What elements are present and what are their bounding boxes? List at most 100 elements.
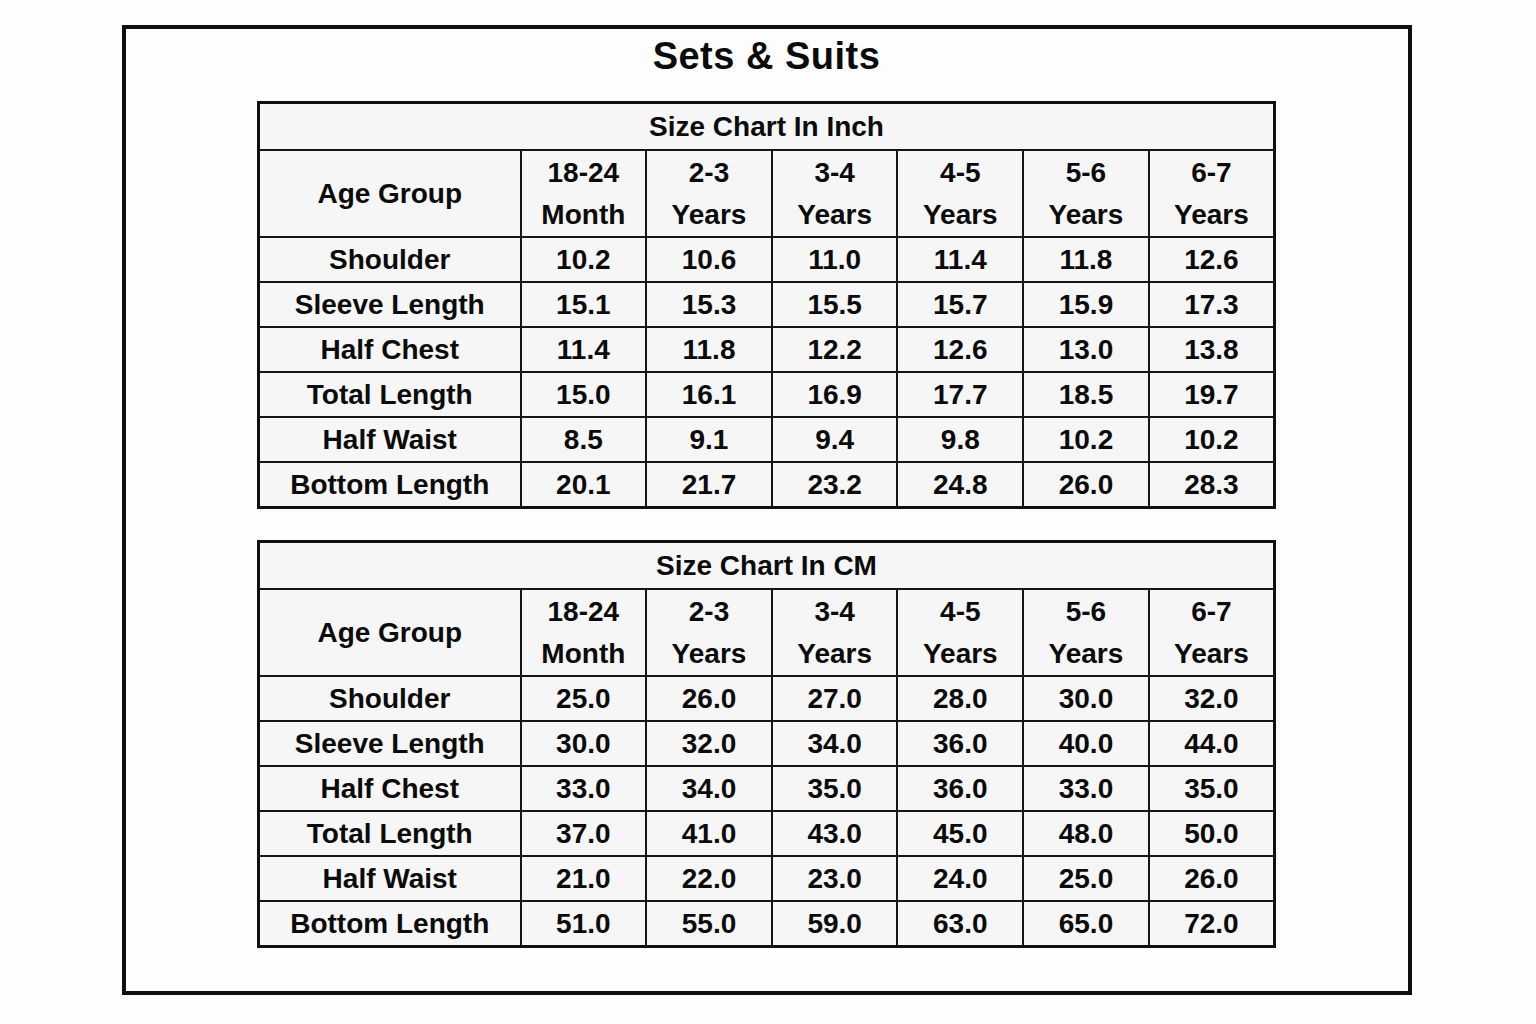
table-row: Half Waist21.022.023.024.025.026.0 [259,856,1275,901]
column-header: 5-6 Years [1023,150,1149,237]
column-header: 3-4 Years [772,150,898,237]
value-cell: 36.0 [897,766,1023,811]
value-cell: 11.8 [646,327,772,372]
age-group-header: Age Group [259,589,521,676]
value-cell: 9.1 [646,417,772,462]
value-cell: 65.0 [1023,901,1149,947]
value-cell: 23.0 [772,856,898,901]
value-cell: 32.0 [1149,676,1275,721]
value-cell: 26.0 [646,676,772,721]
table-title-row: Size Chart In Inch [259,103,1275,151]
value-cell: 48.0 [1023,811,1149,856]
value-cell: 33.0 [1023,766,1149,811]
page-title: Sets & Suits [257,35,1276,78]
column-header-row: Age Group18-24 Month2-3 Years3-4 Years4-… [259,589,1275,676]
size-chart-page: Sets & Suits Size Chart In InchAge Group… [0,0,1536,1024]
value-cell: 10.2 [1023,417,1149,462]
row-label: Shoulder [259,676,521,721]
row-label: Total Length [259,811,521,856]
age-group-header: Age Group [259,150,521,237]
value-cell: 13.8 [1149,327,1275,372]
value-cell: 51.0 [521,901,647,947]
value-cell: 21.0 [521,856,647,901]
row-label: Half Waist [259,856,521,901]
value-cell: 10.2 [1149,417,1275,462]
size-chart-inch-table: Size Chart In InchAge Group18-24 Month2-… [257,101,1276,509]
row-label: Bottom Length [259,901,521,947]
size-chart-cm-table: Size Chart In CMAge Group18-24 Month2-3 … [257,540,1276,948]
table-row: Half Waist8.59.19.49.810.210.2 [259,417,1275,462]
value-cell: 17.7 [897,372,1023,417]
value-cell: 16.9 [772,372,898,417]
value-cell: 12.2 [772,327,898,372]
value-cell: 15.3 [646,282,772,327]
value-cell: 11.0 [772,237,898,282]
value-cell: 35.0 [772,766,898,811]
value-cell: 22.0 [646,856,772,901]
value-cell: 25.0 [521,676,647,721]
table-row: Total Length37.041.043.045.048.050.0 [259,811,1275,856]
value-cell: 9.4 [772,417,898,462]
row-label: Half Chest [259,327,521,372]
table-row: Total Length15.016.116.917.718.519.7 [259,372,1275,417]
column-header: 18-24 Month [521,150,647,237]
table-title: Size Chart In Inch [259,103,1275,151]
value-cell: 30.0 [1023,676,1149,721]
column-header: 3-4 Years [772,589,898,676]
table-title-row: Size Chart In CM [259,542,1275,590]
value-cell: 9.8 [897,417,1023,462]
value-cell: 18.5 [1023,372,1149,417]
value-cell: 43.0 [772,811,898,856]
value-cell: 41.0 [646,811,772,856]
value-cell: 35.0 [1149,766,1275,811]
value-cell: 10.6 [646,237,772,282]
value-cell: 15.1 [521,282,647,327]
value-cell: 11.4 [521,327,647,372]
value-cell: 45.0 [897,811,1023,856]
row-label: Sleeve Length [259,282,521,327]
value-cell: 36.0 [897,721,1023,766]
value-cell: 26.0 [1023,462,1149,508]
column-header-row: Age Group18-24 Month2-3 Years3-4 Years4-… [259,150,1275,237]
column-header: 5-6 Years [1023,589,1149,676]
row-label: Total Length [259,372,521,417]
value-cell: 34.0 [772,721,898,766]
value-cell: 34.0 [646,766,772,811]
value-cell: 21.7 [646,462,772,508]
value-cell: 19.7 [1149,372,1275,417]
value-cell: 25.0 [1023,856,1149,901]
column-header: 6-7 Years [1149,150,1275,237]
table-row: Sleeve Length30.032.034.036.040.044.0 [259,721,1275,766]
value-cell: 12.6 [897,327,1023,372]
value-cell: 30.0 [521,721,647,766]
value-cell: 37.0 [521,811,647,856]
value-cell: 28.0 [897,676,1023,721]
value-cell: 27.0 [772,676,898,721]
value-cell: 20.1 [521,462,647,508]
value-cell: 40.0 [1023,721,1149,766]
value-cell: 26.0 [1149,856,1275,901]
value-cell: 8.5 [521,417,647,462]
row-label: Half Waist [259,417,521,462]
column-header: 2-3 Years [646,589,772,676]
table-row: Shoulder25.026.027.028.030.032.0 [259,676,1275,721]
table-row: Sleeve Length15.115.315.515.715.917.3 [259,282,1275,327]
value-cell: 28.3 [1149,462,1275,508]
value-cell: 10.2 [521,237,647,282]
value-cell: 15.7 [897,282,1023,327]
value-cell: 59.0 [772,901,898,947]
value-cell: 11.4 [897,237,1023,282]
value-cell: 15.5 [772,282,898,327]
column-header: 4-5 Years [897,150,1023,237]
column-header: 18-24 Month [521,589,647,676]
value-cell: 11.8 [1023,237,1149,282]
value-cell: 32.0 [646,721,772,766]
column-header: 2-3 Years [646,150,772,237]
table-title: Size Chart In CM [259,542,1275,590]
value-cell: 13.0 [1023,327,1149,372]
value-cell: 15.9 [1023,282,1149,327]
row-label: Half Chest [259,766,521,811]
value-cell: 72.0 [1149,901,1275,947]
value-cell: 24.0 [897,856,1023,901]
table-row: Half Chest11.411.812.212.613.013.8 [259,327,1275,372]
